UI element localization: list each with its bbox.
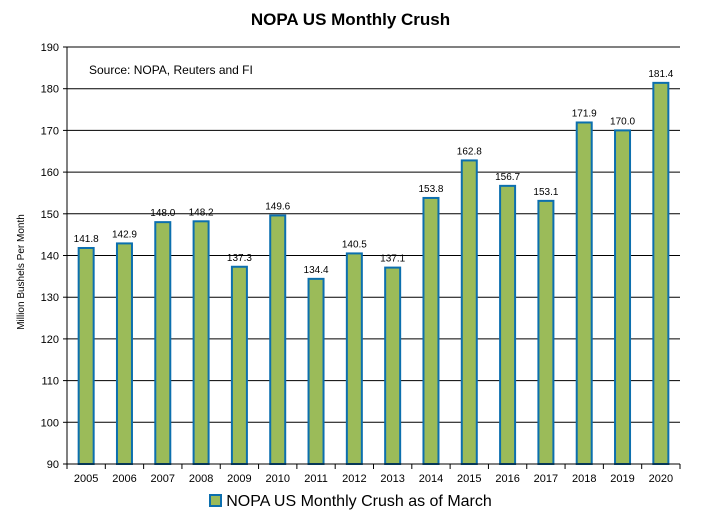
data-label: 134.4 [304, 265, 329, 276]
data-label: 137.1 [380, 254, 405, 265]
data-label: 153.1 [533, 187, 558, 198]
x-tick-label: 2006 [112, 473, 136, 485]
data-label: 142.9 [112, 229, 137, 240]
y-tick-label: 120 [41, 334, 59, 346]
bar-2020 [652, 81, 670, 465]
x-tick-label: 2017 [534, 473, 558, 485]
data-label: 162.8 [457, 146, 482, 157]
y-tick-label: 190 [41, 42, 59, 54]
bar-2010 [269, 214, 287, 465]
data-label: 153.8 [418, 184, 443, 195]
bar-2011 [307, 277, 325, 465]
source-annotation: Source: NOPA, Reuters and FI [89, 63, 253, 77]
x-tick-label: 2014 [419, 473, 443, 485]
bar-2018 [575, 121, 593, 466]
x-tick-label: 2018 [572, 473, 596, 485]
bar-2014 [422, 196, 440, 465]
y-tick-label: 140 [41, 251, 59, 263]
data-label: 149.6 [265, 201, 290, 212]
x-tick-label: 2009 [227, 473, 251, 485]
x-tick-label: 2015 [457, 473, 481, 485]
x-tick-label: 2012 [342, 473, 366, 485]
x-tick-label: 2013 [380, 473, 404, 485]
data-label: 137.3 [227, 253, 252, 264]
data-labels: 141.8 142.9 148.0 148.2 137.3 149.6 134.4 140.5… [74, 69, 674, 276]
bar-2007 [154, 221, 172, 465]
data-label: 170.0 [610, 116, 635, 127]
data-label: 141.8 [74, 234, 99, 245]
y-tick-label: 130 [41, 292, 59, 304]
y-tick-label: 160 [41, 167, 59, 179]
y-tick-label: 110 [41, 376, 59, 388]
x-tick-label: 2007 [151, 473, 175, 485]
x-tick-label: 2005 [74, 473, 98, 485]
x-tick-label: 2011 [304, 473, 328, 485]
data-label: 148.0 [150, 208, 175, 219]
bar-2009 [230, 265, 248, 465]
legend-label: NOPA US Monthly Crush as of March [226, 493, 492, 510]
data-label: 140.5 [342, 239, 367, 250]
bar-2005 [77, 246, 95, 465]
x-tick-labels: 2005 2006 2007 2008 2009 2010 2011 2012 2013 2014… [66, 464, 681, 485]
y-tick-label: 150 [41, 209, 59, 221]
legend-swatch [209, 494, 223, 508]
bar-2006 [115, 242, 133, 465]
x-tick-label: 2019 [610, 473, 634, 485]
x-tick-label: 2010 [265, 473, 289, 485]
bars [77, 81, 670, 466]
bar-2012 [345, 252, 363, 465]
data-label: 156.7 [495, 172, 520, 183]
y-tick-label: 90 [47, 459, 59, 471]
bar-2008 [192, 220, 210, 465]
data-label: 181.4 [648, 69, 673, 80]
data-label: 148.2 [189, 207, 214, 218]
y-tick-label: 180 [41, 84, 59, 96]
bar-2019 [614, 129, 632, 465]
bar-2015 [460, 159, 478, 465]
chart-title: NOPA US Monthly Crush [250, 10, 451, 29]
y-tick-label: 170 [41, 125, 59, 137]
bar-2017 [537, 199, 555, 466]
y-axis-title: Million Bushels Per Month [16, 214, 27, 330]
bar-2013 [384, 266, 402, 465]
y-tick-label: 100 [41, 417, 59, 429]
x-tick-label: 2020 [649, 473, 673, 485]
bar-2016 [499, 184, 517, 465]
data-label: 171.9 [572, 108, 597, 119]
x-tick-label: 2008 [189, 473, 213, 485]
legend: NOPA US Monthly Crush as of March [0, 493, 701, 511]
y-tick-labels: 90 100 110 120 130 140 150 160 170 180 190 [41, 42, 59, 471]
x-tick-label: 2016 [495, 473, 519, 485]
